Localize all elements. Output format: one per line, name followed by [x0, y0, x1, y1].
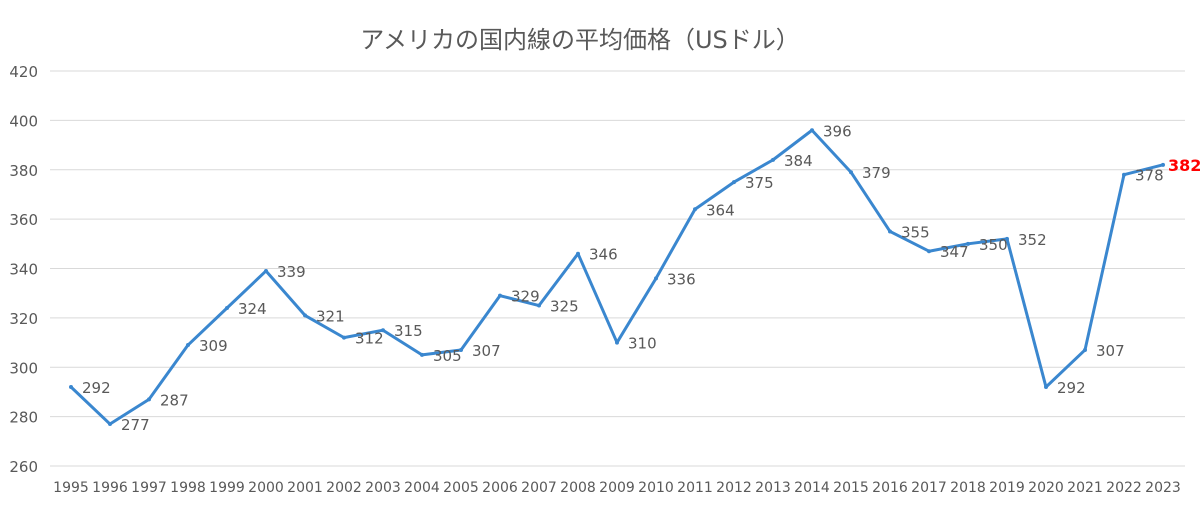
- data-label: 312: [355, 330, 384, 348]
- x-tick-label: 1998: [170, 480, 206, 496]
- y-tick-label: 260: [9, 458, 38, 476]
- data-label: 378: [1135, 167, 1164, 185]
- x-tick-label: 2015: [833, 480, 869, 496]
- x-tick-label: 2001: [287, 480, 323, 496]
- x-tick-label: 2019: [989, 480, 1025, 496]
- data-label: 336: [667, 270, 696, 288]
- data-label: 364: [706, 201, 735, 219]
- data-label: 292: [82, 379, 111, 397]
- data-label: 307: [472, 342, 501, 360]
- data-label: 339: [277, 263, 306, 281]
- data-point: [1161, 162, 1165, 167]
- data-label: 375: [745, 174, 774, 192]
- data-label: 324: [238, 300, 267, 318]
- data-point: [147, 397, 151, 402]
- data-point: [459, 347, 463, 352]
- y-tick-label: 380: [9, 162, 38, 180]
- data-point: [693, 207, 697, 212]
- data-point: [615, 340, 619, 345]
- data-label: 350: [979, 236, 1008, 254]
- y-tick-label: 420: [9, 63, 38, 81]
- data-point: [498, 293, 502, 298]
- data-point: [966, 241, 970, 246]
- data-point: [654, 276, 658, 281]
- data-label: 329: [511, 288, 540, 306]
- data-label: 396: [823, 122, 852, 140]
- data-label: 347: [940, 243, 969, 261]
- data-point: [537, 303, 541, 308]
- y-tick-label: 340: [9, 261, 38, 279]
- x-tick-label: 2009: [599, 480, 635, 496]
- chart-title: アメリカの国内線の平均価格（USドル）: [360, 26, 800, 54]
- x-tick-label: 2022: [1106, 480, 1142, 496]
- y-tick-label: 280: [9, 409, 38, 427]
- data-label: 384: [784, 152, 813, 170]
- data-point: [1005, 236, 1009, 241]
- data-label: 352: [1018, 231, 1047, 249]
- data-point: [381, 328, 385, 333]
- x-tick-label: 2021: [1067, 480, 1103, 496]
- data-point: [810, 128, 814, 133]
- data-label: 315: [394, 322, 423, 340]
- data-point: [888, 229, 892, 234]
- data-point: [264, 268, 268, 273]
- x-tick-label: 2004: [404, 480, 440, 496]
- x-tick-label: 2014: [794, 480, 830, 496]
- data-label: 346: [589, 246, 618, 264]
- data-point: [576, 251, 580, 256]
- y-tick-label: 400: [9, 112, 38, 130]
- data-point: [225, 306, 229, 310]
- x-tick-label: 2020: [1028, 480, 1064, 496]
- data-point: [108, 422, 112, 427]
- x-tick-label: 2018: [950, 480, 986, 496]
- data-label: 277: [121, 416, 150, 434]
- x-tick-label: 2016: [872, 480, 908, 496]
- x-tick-label: 2017: [911, 480, 947, 496]
- y-tick-label: 300: [9, 359, 38, 377]
- x-tick-label: 1995: [53, 480, 89, 496]
- x-tick-label: 1999: [209, 480, 245, 496]
- x-tick-label: 2000: [248, 480, 284, 496]
- data-label: 307: [1096, 342, 1125, 360]
- x-tick-label: 2003: [365, 480, 401, 496]
- x-tick-label: 2012: [716, 480, 752, 496]
- x-tick-label: 2005: [443, 480, 479, 496]
- y-tick-label: 360: [9, 211, 38, 229]
- data-point: [303, 313, 307, 318]
- data-label: 379: [862, 164, 891, 182]
- data-label: 287: [160, 391, 189, 409]
- data-point: [186, 343, 190, 348]
- data-label: 309: [199, 337, 228, 355]
- x-tick-label: 2010: [638, 480, 674, 496]
- data-label: 305: [433, 347, 462, 365]
- data-label-highlight: 382: [1168, 156, 1200, 175]
- data-point: [849, 170, 853, 175]
- x-tick-label: 2006: [482, 480, 518, 496]
- data-label: 310: [628, 335, 657, 353]
- data-label: 321: [316, 307, 345, 325]
- data-point: [342, 335, 346, 340]
- x-tick-label: 1996: [92, 480, 128, 496]
- data-point: [771, 157, 775, 162]
- data-point: [1122, 172, 1126, 177]
- data-label: 355: [901, 223, 930, 241]
- data-point: [420, 352, 424, 357]
- series-line: [69, 128, 1164, 426]
- data-point: [1044, 385, 1048, 389]
- data-point: [69, 385, 73, 389]
- x-tick-label: 2011: [677, 480, 713, 496]
- data-label: 292: [1057, 379, 1086, 397]
- x-tick-label: 2007: [521, 480, 557, 496]
- x-tick-label: 2008: [560, 480, 596, 496]
- data-point: [732, 180, 736, 185]
- y-tick-label: 320: [9, 310, 38, 328]
- x-tick-label: 2002: [326, 480, 362, 496]
- data-label: 325: [550, 298, 579, 316]
- x-tick-label: 1997: [131, 480, 167, 496]
- data-point: [1083, 347, 1087, 352]
- x-tick-label: 2013: [755, 480, 791, 496]
- data-point: [927, 249, 931, 254]
- x-tick-label: 2023: [1145, 480, 1181, 496]
